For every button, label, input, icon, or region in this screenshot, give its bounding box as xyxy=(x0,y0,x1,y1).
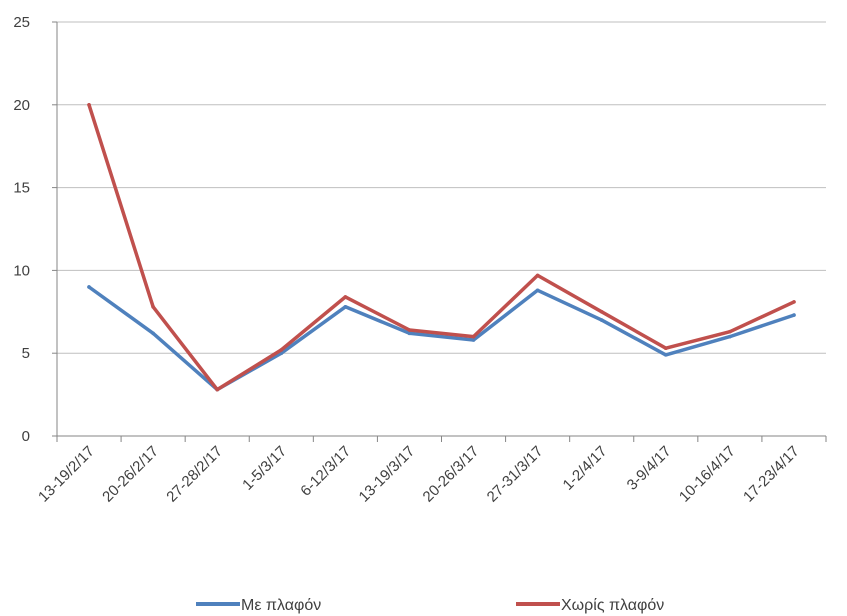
data-point xyxy=(535,288,540,293)
legend-label: Με πλαφόν xyxy=(241,597,321,614)
data-point xyxy=(87,103,91,107)
series-lines xyxy=(87,103,796,392)
data-point xyxy=(728,329,732,334)
data-point xyxy=(728,334,732,339)
y-axis-ticks: 0 5 10 15 20 25 xyxy=(13,14,30,445)
x-tick-label: 20-26/2/17 xyxy=(99,443,162,506)
x-tick-label: 20-26/3/17 xyxy=(420,443,483,506)
data-point xyxy=(663,346,668,351)
x-tick-label: 6-12/3/17 xyxy=(297,443,354,500)
data-point xyxy=(407,331,412,336)
x-tick-label: 27-28/2/17 xyxy=(163,443,226,506)
data-point xyxy=(792,300,796,304)
x-tick-label: 1-5/3/17 xyxy=(239,443,290,494)
y-tick-label: 25 xyxy=(13,14,30,31)
data-point xyxy=(792,313,796,317)
y-tick-label: 0 xyxy=(22,428,30,445)
data-point xyxy=(599,310,604,314)
x-tick-label: 1-2/4/17 xyxy=(560,443,611,494)
data-point xyxy=(599,318,604,322)
data-point xyxy=(151,331,155,336)
y-tick-label: 10 xyxy=(13,262,30,279)
data-point xyxy=(151,305,155,309)
data-point xyxy=(215,387,220,392)
x-tick-label: 13-19/3/17 xyxy=(356,443,419,506)
axes xyxy=(52,21,827,442)
x-tick-label: 10-16/4/17 xyxy=(676,443,739,506)
x-tick-label: 13-19/2/17 xyxy=(35,443,98,506)
series-line-2 xyxy=(87,103,796,392)
y-tick-label: 15 xyxy=(13,180,30,197)
data-point xyxy=(663,353,668,357)
series-line-1 xyxy=(87,285,796,392)
data-point xyxy=(407,328,412,332)
data-point xyxy=(535,273,540,278)
legend-label: Χωρίς πλαφόν xyxy=(561,597,664,614)
legend: Με πλαφόν Χωρίς πλαφόν xyxy=(196,597,664,614)
gridlines xyxy=(57,21,826,354)
data-point xyxy=(471,334,476,339)
data-point xyxy=(279,348,284,352)
data-point xyxy=(343,295,348,299)
x-tick-label: 27-31/3/17 xyxy=(484,443,547,506)
data-point xyxy=(343,305,348,309)
data-point xyxy=(471,338,476,342)
y-tick-label: 20 xyxy=(13,97,30,114)
x-tick-label: 17-23/4/17 xyxy=(740,443,803,506)
x-tick-label: 3-9/4/17 xyxy=(624,443,675,494)
x-axis-ticks: 13-19/2/17 20-26/2/17 27-28/2/17 1-5/3/17 6-… xyxy=(35,443,803,506)
y-tick-label: 5 xyxy=(22,345,30,362)
data-point xyxy=(87,285,91,289)
